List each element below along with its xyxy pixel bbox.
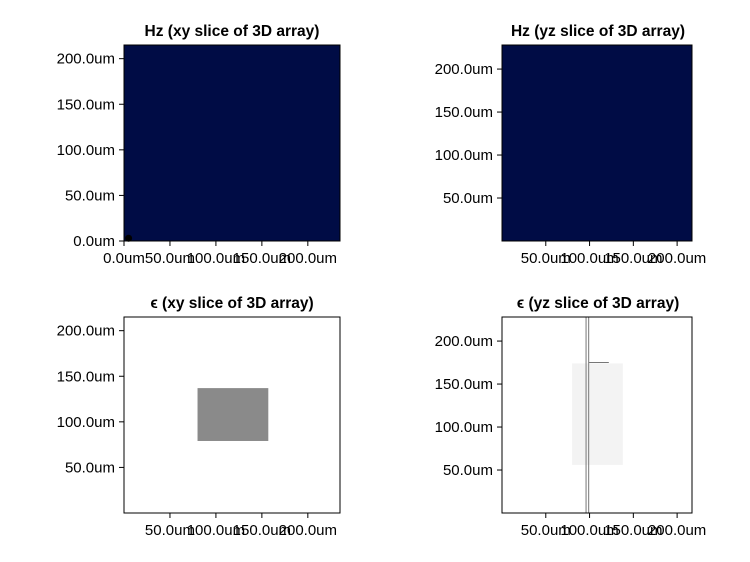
y-tick-label: 100.0um bbox=[435, 147, 493, 164]
x-tick-label: 50.0um bbox=[521, 250, 571, 267]
panel-title: ϵ (xy slice of 3D array) bbox=[150, 295, 313, 312]
y-tick-label: 50.0um bbox=[65, 187, 115, 204]
panel-hz-yz: 50.0um100.0um150.0um200.0um50.0um100.0um… bbox=[435, 23, 707, 267]
y-tick-label: 200.0um bbox=[57, 323, 115, 340]
x-tick-label: 100.0um bbox=[560, 250, 618, 267]
heatmap-field bbox=[502, 45, 692, 241]
y-tick-label: 150.0um bbox=[57, 96, 115, 113]
panel-title: Hz (yz slice of 3D array) bbox=[511, 23, 685, 40]
y-tick-label: 50.0um bbox=[443, 190, 493, 207]
y-tick-label: 150.0um bbox=[57, 368, 115, 385]
x-tick-label: 200.0um bbox=[279, 522, 337, 539]
axes-frame bbox=[123, 44, 341, 242]
x-tick-label: 50.0um bbox=[521, 522, 571, 539]
y-tick-label: 200.0um bbox=[435, 333, 493, 350]
y-tick-label: 0.0um bbox=[73, 233, 115, 250]
y-tick-label: 150.0um bbox=[435, 376, 493, 393]
x-tick-label: 50.0um bbox=[145, 522, 195, 539]
material-region bbox=[572, 363, 623, 465]
axes-frame bbox=[123, 316, 341, 514]
y-tick-label: 200.0um bbox=[435, 61, 493, 78]
panel-eps-yz: 50.0um100.0um150.0um200.0um50.0um100.0um… bbox=[435, 295, 707, 539]
x-tick-label: 100.0um bbox=[187, 250, 245, 267]
y-tick-label: 100.0um bbox=[57, 414, 115, 431]
x-tick-label: 200.0um bbox=[648, 522, 706, 539]
x-tick-label: 100.0um bbox=[560, 522, 618, 539]
y-tick-label: 100.0um bbox=[435, 419, 493, 436]
y-tick-label: 50.0um bbox=[65, 459, 115, 476]
x-tick-label: 200.0um bbox=[279, 250, 337, 267]
data-point bbox=[125, 234, 133, 242]
x-tick-label: 150.0um bbox=[604, 522, 662, 539]
axes-frame bbox=[501, 44, 693, 242]
panel-hz-xy: 0.0um 50.0um100.0um150.0um200.0um0.0um50.… bbox=[57, 23, 341, 267]
material-region bbox=[197, 388, 269, 441]
x-tick-label: 150.0um bbox=[233, 250, 291, 267]
x-tick-label: 0.0um bbox=[103, 250, 145, 267]
y-tick-label: 100.0um bbox=[57, 142, 115, 159]
y-tick-label: 200.0um bbox=[57, 51, 115, 68]
panel-title: Hz (xy slice of 3D array) bbox=[145, 23, 320, 40]
heatmap-field bbox=[124, 45, 340, 241]
x-tick-label: 150.0um bbox=[604, 250, 662, 267]
x-tick-label: 200.0um bbox=[648, 250, 706, 267]
panel-title: ϵ (yz slice of 3D array) bbox=[517, 295, 680, 312]
x-tick-label: 50.0um bbox=[145, 250, 195, 267]
y-tick-label: 150.0um bbox=[435, 104, 493, 121]
x-tick-label: 150.0um bbox=[233, 522, 291, 539]
x-tick-label: 100.0um bbox=[187, 522, 245, 539]
axes-frame bbox=[501, 316, 693, 514]
y-tick-label: 50.0um bbox=[443, 462, 493, 479]
panel-eps-xy: 50.0um100.0um150.0um200.0um50.0um100.0um… bbox=[57, 295, 341, 539]
